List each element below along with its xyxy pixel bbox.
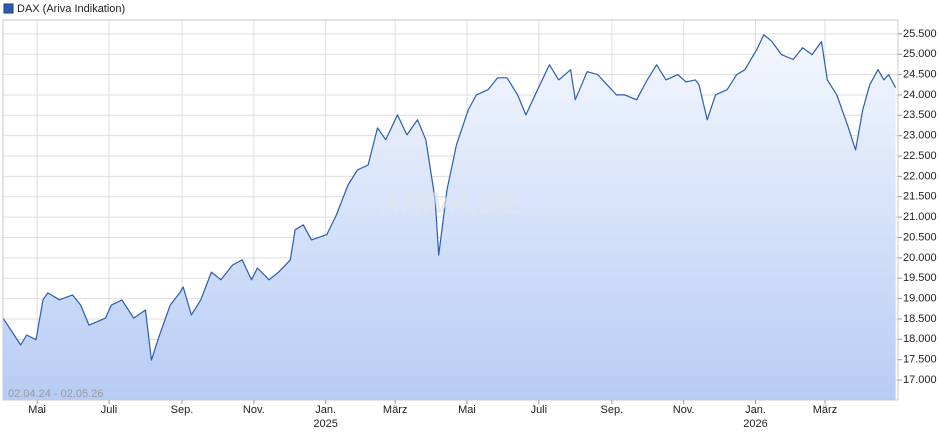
y-tick-label: 18.500 — [903, 313, 937, 325]
x-tick-label: Mai — [458, 404, 476, 416]
y-tick-label: 25.000 — [903, 48, 937, 60]
y-tick-label: 18.000 — [903, 333, 937, 345]
legend-swatch — [3, 3, 14, 14]
y-tick-label: 22.000 — [903, 170, 937, 182]
x-tick-label: Jan. 2025 — [313, 404, 337, 430]
y-tick-label: 21.000 — [903, 211, 937, 223]
y-tick-label: 24.000 — [903, 89, 937, 101]
x-tick-label: Nov. — [673, 404, 695, 416]
date-range: 02.04.24 - 02.05.26 — [8, 388, 103, 400]
line — [2, 34, 897, 361]
x-tick-label: Juli — [531, 404, 548, 416]
y-tick-label: 24.500 — [903, 68, 937, 80]
y-tick-label: 17.000 — [903, 374, 937, 386]
y-tick-label: 23.500 — [903, 109, 937, 121]
watermark: ARIVA.DE — [378, 187, 521, 220]
plot-frame — [2, 19, 899, 401]
y-tick-label: 19.000 — [903, 292, 937, 304]
y-tick-label: 23.000 — [903, 130, 937, 142]
x-tick-label: Sep. — [171, 404, 194, 416]
y-tick-label: 21.500 — [903, 191, 937, 203]
x-tick-label: Juli — [101, 404, 118, 416]
y-tick-label: 19.500 — [903, 272, 937, 284]
x-tick-label: Mai — [28, 404, 46, 416]
y-tick-label: 22.500 — [903, 150, 937, 162]
legend-label: DAX (Ariva Indikation) — [17, 3, 125, 15]
x-tick-label: März — [813, 404, 837, 416]
y-tick-label: 20.000 — [903, 252, 937, 264]
x-tick-label: Sep. — [601, 404, 624, 416]
y-tick-label: 20.500 — [903, 231, 937, 243]
y-tick-label: 17.500 — [903, 354, 937, 366]
x-tick-label: März — [383, 404, 407, 416]
y-tick-label: 25.500 — [903, 28, 937, 40]
x-tick-label: Jan. 2026 — [743, 404, 767, 430]
area — [3, 34, 896, 400]
x-tick-label: Nov. — [243, 404, 265, 416]
